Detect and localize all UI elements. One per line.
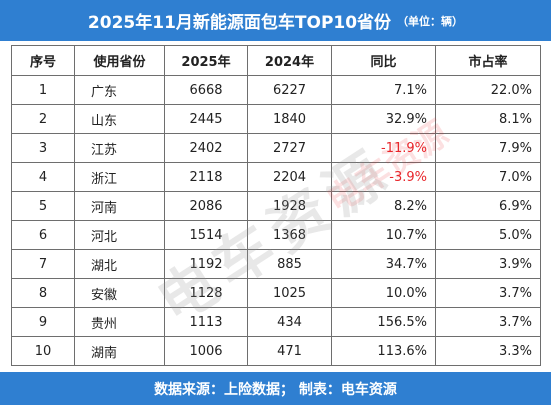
cell-2024: 1025 [247, 278, 332, 308]
cell-share: 3.3% [435, 336, 541, 366]
cell-rank: 5 [11, 191, 75, 221]
table-row: 1 广东 6668 6227 7.1% 22.0% [11, 75, 541, 105]
cell-share: 7.9% [435, 133, 541, 163]
cell-2025: 1514 [164, 220, 248, 250]
cell-rank: 9 [11, 307, 75, 337]
cell-rank: 10 [11, 336, 75, 366]
cell-2025: 1113 [164, 307, 248, 337]
cell-2024: 885 [247, 249, 332, 279]
col-header-share: 市占率 [435, 45, 541, 76]
cell-rank: 6 [11, 220, 75, 250]
cell-province: 山东 [74, 104, 165, 134]
cell-share: 3.9% [435, 249, 541, 279]
cell-rank: 4 [11, 162, 75, 192]
cell-rank: 1 [11, 75, 75, 105]
cell-province: 湖南 [74, 336, 165, 366]
table-row: 10 湖南 1006 471 113.6% 3.3% [11, 336, 541, 366]
cell-rank: 2 [11, 104, 75, 134]
cell-2025: 2086 [164, 191, 248, 221]
cell-yoy: 10.7% [331, 220, 436, 250]
cell-province: 安徽 [74, 278, 165, 308]
table-row: 3 江苏 2402 2727 -11.9% 7.9% [11, 133, 541, 163]
cell-share: 7.0% [435, 162, 541, 192]
cell-share: 6.9% [435, 191, 541, 221]
cell-province: 湖北 [74, 249, 165, 279]
cell-2025: 1192 [164, 249, 248, 279]
cell-share: 3.7% [435, 307, 541, 337]
cell-2024: 2204 [247, 162, 332, 192]
cell-yoy: 113.6% [331, 336, 436, 366]
cell-province: 贵州 [74, 307, 165, 337]
cell-yoy: 7.1% [331, 75, 436, 105]
cell-yoy: -3.9% [331, 162, 436, 192]
cell-province: 浙江 [74, 162, 165, 192]
cell-2025: 2445 [164, 104, 248, 134]
cell-yoy: 10.0% [331, 278, 436, 308]
cell-province: 江苏 [74, 133, 165, 163]
cell-2025: 2402 [164, 133, 248, 163]
cell-yoy: -11.9% [331, 133, 436, 163]
col-header-rank: 序号 [11, 45, 75, 76]
cell-share: 5.0% [435, 220, 541, 250]
col-header-yoy: 同比 [331, 45, 436, 76]
table-row: 2 山东 2445 1840 32.9% 8.1% [11, 104, 541, 134]
col-header-2024: 2024年 [247, 45, 332, 76]
cell-2024: 1840 [247, 104, 332, 134]
cell-province: 广东 [74, 75, 165, 105]
cell-2025: 1006 [164, 336, 248, 366]
col-header-2025: 2025年 [164, 45, 248, 76]
cell-yoy: 32.9% [331, 104, 436, 134]
cell-share: 3.7% [435, 278, 541, 308]
cell-province: 河北 [74, 220, 165, 250]
cell-2024: 434 [247, 307, 332, 337]
cell-2025: 1128 [164, 278, 248, 308]
data-table: 序号 使用省份 2025年 2024年 同比 市占率 1 广东 6668 6227 7.… [11, 45, 541, 366]
page-title: 2025年11月新能源面包车TOP10省份 [87, 13, 392, 33]
cell-share: 8.1% [435, 104, 541, 134]
cell-2025: 2118 [164, 162, 248, 192]
table-row: 4 浙江 2118 2204 -3.9% 7.0% [11, 162, 541, 192]
cell-rank: 7 [11, 249, 75, 279]
title-bar: 2025年11月新能源面包车TOP10省份 （单位：辆） [0, 0, 551, 41]
cell-province: 河南 [74, 191, 165, 221]
unit-label: （单位：辆） [397, 14, 464, 28]
header-row: 序号 使用省份 2025年 2024年 同比 市占率 [11, 45, 541, 76]
cell-2024: 2727 [247, 133, 332, 163]
cell-2024: 6227 [247, 75, 332, 105]
table-row: 8 安徽 1128 1025 10.0% 3.7% [11, 278, 541, 308]
cell-rank: 8 [11, 278, 75, 308]
table-row: 5 河南 2086 1928 8.2% 6.9% [11, 191, 541, 221]
table-row: 9 贵州 1113 434 156.5% 3.7% [11, 307, 541, 337]
cell-2025: 6668 [164, 75, 248, 105]
footer-source: 数据来源：上险数据； 制表：电车资源 [0, 372, 551, 405]
cell-yoy: 156.5% [331, 307, 436, 337]
cell-2024: 1928 [247, 191, 332, 221]
cell-2024: 471 [247, 336, 332, 366]
table-row: 6 河北 1514 1368 10.7% 5.0% [11, 220, 541, 250]
cell-2024: 1368 [247, 220, 332, 250]
col-header-province: 使用省份 [74, 45, 165, 76]
cell-yoy: 34.7% [331, 249, 436, 279]
cell-yoy: 8.2% [331, 191, 436, 221]
cell-rank: 3 [11, 133, 75, 163]
cell-share: 22.0% [435, 75, 541, 105]
table-row: 7 湖北 1192 885 34.7% 3.9% [11, 249, 541, 279]
